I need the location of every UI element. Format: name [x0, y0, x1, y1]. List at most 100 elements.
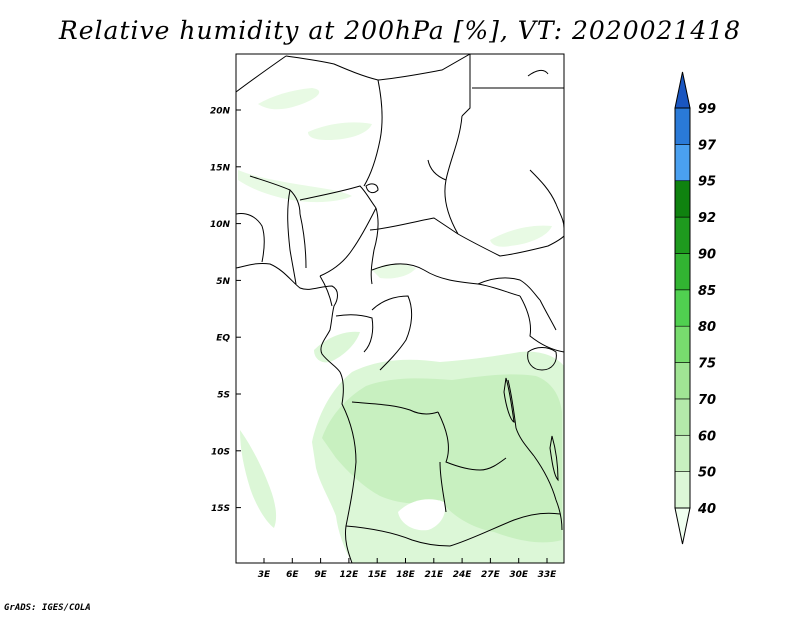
map-title: Relative humidity at 200hPa [%], VT: 202…	[58, 16, 742, 45]
border-benin	[299, 213, 307, 269]
lon-label: 21E	[424, 570, 444, 580]
border-sudan-eritrea	[529, 169, 564, 229]
colorbar-label: 80	[698, 320, 716, 335]
colorbar-swatch	[674, 253, 691, 291]
lon-label: 6E	[286, 570, 299, 580]
lon-label: 24E	[453, 570, 473, 580]
humidity-patch-north-2	[308, 122, 372, 140]
border-chad-car	[369, 217, 459, 235]
lat-label: 5N	[216, 277, 230, 287]
border-angola-zambia	[439, 461, 447, 513]
border-chad-sudan	[444, 115, 463, 235]
lon-label: 3E	[258, 570, 271, 580]
lat-label: EQ	[216, 334, 230, 344]
lon-label: 15E	[368, 570, 388, 580]
colorbar-swatch	[674, 398, 691, 436]
colorbar-swatch	[674, 434, 691, 472]
humidity-region-south-inner	[322, 374, 562, 543]
lat-label: 10S	[211, 447, 230, 457]
longitude-axis: 3E 6E 9E 12E 15E 18E 21E 24E 27E 30E 33E	[258, 558, 557, 580]
lake-malawi	[549, 435, 559, 482]
humidity-dry-hole	[398, 499, 446, 531]
border-cameroon-chad	[370, 207, 379, 285]
colorbar-swatch	[674, 289, 691, 327]
colorbar-label: 85	[698, 284, 716, 299]
lat-label: 10N	[210, 220, 231, 230]
border-mauritania-mali	[236, 55, 287, 93]
lat-label: 15S	[211, 504, 230, 514]
colorbar-swatch	[674, 107, 691, 145]
colorbar-label: 50	[698, 466, 716, 481]
lon-label: 18E	[396, 570, 416, 580]
red-sea-coast	[527, 69, 549, 77]
border-algeria-niger	[363, 79, 383, 187]
map-frame	[235, 53, 565, 564]
grads-credit: GrADS: IGES/COLA	[4, 603, 91, 613]
humidity-patch-east	[490, 225, 552, 247]
lake-victoria	[527, 347, 557, 371]
lon-label: 9E	[314, 570, 327, 580]
border-algeria-mali	[285, 55, 379, 81]
humidity-patch-north-1	[258, 88, 320, 110]
border-niger-nigeria	[299, 185, 377, 209]
colorbar-label: 60	[698, 429, 716, 444]
border-ghana-togo	[287, 189, 297, 285]
border-east-africa	[519, 295, 564, 353]
border-southsudan-drc	[477, 277, 541, 301]
map-panel	[236, 54, 564, 563]
colorbar-upper-extension	[674, 71, 691, 109]
border-nigeria-cameroon	[319, 207, 377, 277]
colorbar-label: 95	[698, 175, 716, 190]
border-lake-tanganyika	[507, 379, 535, 457]
border-drc-angola	[351, 401, 439, 415]
colorbar: 40 50 60 70 75 80 85 90 92 95 97 99	[674, 71, 717, 545]
colorbar-swatch	[674, 325, 691, 363]
colorbar-label: 75	[698, 357, 716, 372]
humidity-shading	[238, 88, 564, 563]
border-congo-drc	[371, 295, 413, 371]
border-chad-east	[427, 159, 447, 181]
lon-label: 27E	[481, 570, 501, 580]
humidity-patch-central	[372, 263, 416, 279]
lake-tanganyika	[503, 377, 515, 423]
colorbar-label: 99	[698, 102, 716, 117]
colorbar-swatch	[674, 362, 691, 400]
latitude-axis: 20N 15N 10N 5N EQ 5S 10S 15S	[210, 107, 241, 514]
border-zambia-zim	[449, 512, 561, 547]
border-car-south	[371, 263, 521, 297]
border-gabon	[335, 314, 374, 353]
lat-label: 15N	[210, 163, 231, 173]
lat-label: 20N	[210, 107, 231, 117]
colorbar-label: 90	[698, 247, 716, 262]
colorbar-swatch	[674, 216, 691, 254]
colorbar-lower-extension	[674, 507, 691, 545]
lon-label: 30E	[509, 570, 529, 580]
border-libya-sudan	[461, 54, 471, 117]
colorbar-swatch	[674, 180, 691, 218]
country-boundaries	[236, 54, 564, 563]
lat-label: 5S	[217, 391, 230, 401]
border-tanzania-moz	[533, 455, 563, 531]
colorbar-swatch	[674, 144, 691, 182]
colorbar-label: 70	[698, 393, 716, 408]
colorbar-outline	[674, 107, 691, 509]
lakes	[365, 69, 559, 482]
lon-label: 12E	[340, 570, 360, 580]
border-angola-namibia	[345, 525, 451, 547]
colorbar-label: 92	[698, 211, 716, 226]
coastline-west-africa	[236, 263, 357, 563]
lake-chad	[365, 183, 379, 194]
humidity-patch-west-coast	[240, 430, 277, 528]
humidity-patch-coast	[314, 331, 360, 363]
border-sudan-southsudan	[457, 233, 564, 257]
border-drc-zambia	[437, 411, 507, 471]
border-uganda-kenya	[539, 299, 557, 331]
colorbar-swatch	[674, 471, 691, 509]
colorbar-label: 40	[697, 502, 716, 517]
humidity-patch-sahel	[238, 170, 352, 203]
border-west-inland	[236, 213, 265, 263]
lon-label: 33E	[538, 570, 558, 580]
border-nigeria-inner	[319, 275, 333, 307]
border-libya-north	[377, 54, 471, 81]
